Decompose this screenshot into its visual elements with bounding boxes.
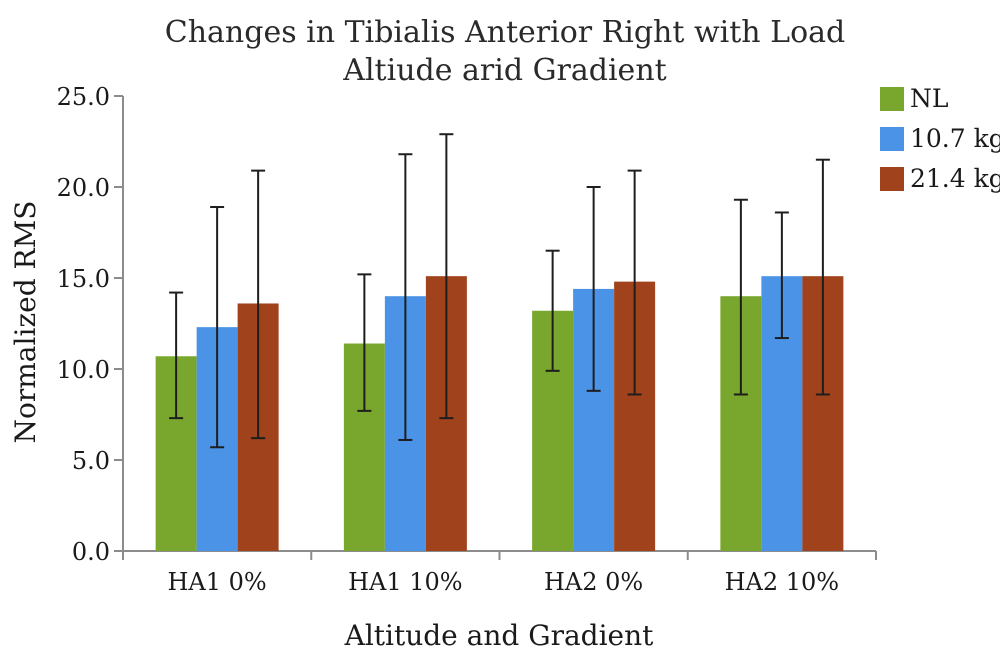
x-tick-label: HA1 0% [168, 568, 267, 596]
x-tick-label: HA2 0% [544, 568, 643, 596]
chart-title-line-1: Changes in Tibialis Anterior Right with … [165, 15, 845, 50]
legend-swatch [880, 87, 904, 111]
y-tick-label: 0.0 [72, 538, 110, 566]
x-tick-label: HA1 10% [348, 568, 463, 596]
legend-swatch [880, 167, 904, 191]
plot-area: 0.0 5.0 10.0 15.0 20.0 25.0 HA1 0% HA1 10% HA2 0… [57, 83, 877, 596]
legend-label: NL [910, 84, 948, 113]
y-tick-label: 10.0 [57, 356, 110, 384]
y-tick-label: 20.0 [57, 174, 110, 202]
x-axis-title: Altitude and Gradient [344, 619, 655, 652]
legend-swatch [880, 127, 904, 151]
legend-label: 10.7 kg [910, 124, 1000, 153]
legend: NL 10.7 kg 21.4 kg [880, 84, 1000, 193]
y-axis-title: Normalized RMS [9, 201, 42, 444]
x-tick-label: HA2 10% [725, 568, 840, 596]
y-tick-label: 15.0 [57, 265, 110, 293]
chart-title-line-2: Altiude arid Gradient [342, 53, 666, 88]
y-tick-label: 5.0 [72, 447, 110, 475]
y-tick-label: 25.0 [57, 83, 110, 111]
legend-label: 21.4 kg [910, 164, 1000, 193]
